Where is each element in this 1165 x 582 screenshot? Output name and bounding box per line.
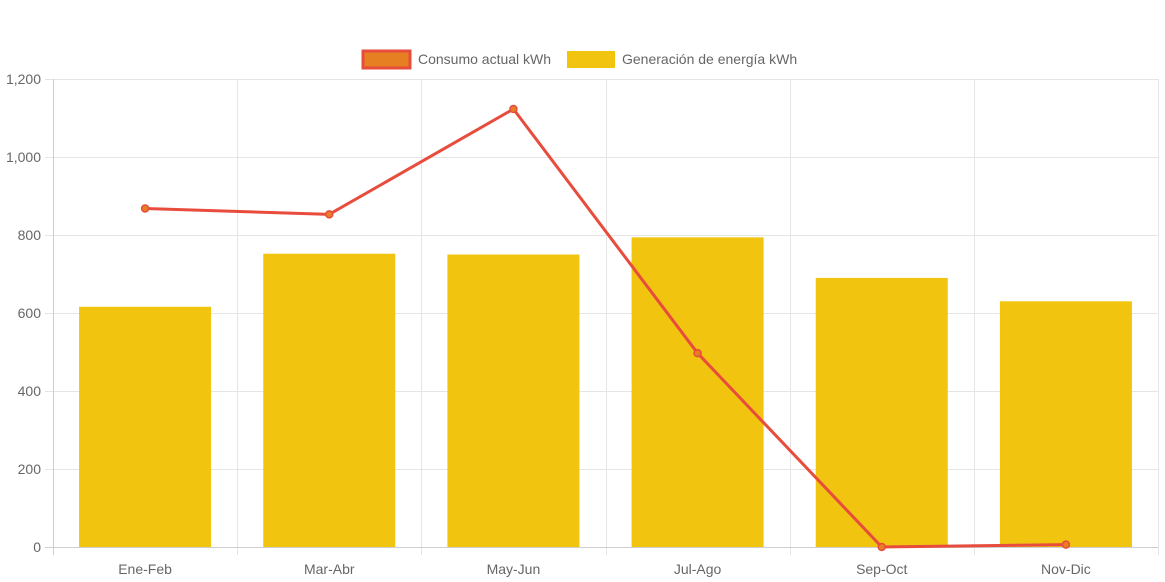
y-tick-label: 0: [33, 539, 41, 555]
legend-swatch-consumo[interactable]: [361, 49, 412, 70]
consumo-point-sep-oct[interactable]: [877, 542, 886, 552]
x-tick-label: Sep-Oct: [856, 561, 907, 577]
consumo-point-nov-dic[interactable]: [1061, 540, 1071, 549]
bar-may-jun[interactable]: [447, 254, 580, 548]
consumo-line: [143, 107, 1068, 549]
legend-swatch-generacion[interactable]: [567, 51, 615, 68]
y-tick-label: 400: [18, 383, 42, 399]
x-tick-label: Mar-Abr: [304, 561, 355, 577]
y-tick-label: 200: [18, 461, 42, 477]
line-series-consumo: [140, 104, 1071, 552]
bar-jul-ago[interactable]: [631, 237, 764, 547]
consumo-point-jul-ago[interactable]: [693, 348, 702, 358]
x-tick-label: May-Jun: [487, 561, 541, 577]
bar-mar-abr[interactable]: [263, 253, 396, 547]
y-tick-label: 800: [18, 227, 42, 243]
y-tick-label: 1,200: [6, 71, 41, 87]
consumo-point-ene-feb[interactable]: [140, 204, 150, 213]
x-axis: Ene-Feb Mar-Abr May-Jun Jul-Ago Sep-Oct Nov-D…: [118, 561, 1091, 577]
consumo-point-mar-abr[interactable]: [325, 210, 334, 219]
bar-nov-dic[interactable]: [999, 301, 1132, 547]
legend: Consumo actual kWh Generación de energía…: [361, 49, 797, 70]
gridlines: [45, 79, 1159, 555]
legend-label-consumo[interactable]: Consumo actual kWh: [418, 51, 551, 67]
bar-ene-feb[interactable]: [79, 306, 212, 547]
x-tick-label: Ene-Feb: [118, 561, 172, 577]
x-tick-label: Jul-Ago: [674, 561, 722, 577]
consumo-point-may-jun[interactable]: [509, 104, 518, 114]
y-tick-label: 600: [18, 305, 42, 321]
y-tick-label: 1,000: [6, 149, 41, 165]
bar-sep-oct[interactable]: [815, 277, 948, 547]
legend-label-generacion[interactable]: Generación de energía kWh: [622, 51, 797, 67]
x-tick-label: Nov-Dic: [1041, 561, 1091, 577]
y-axis: 0 200 400 600 800 1,000 1,200: [6, 71, 41, 555]
